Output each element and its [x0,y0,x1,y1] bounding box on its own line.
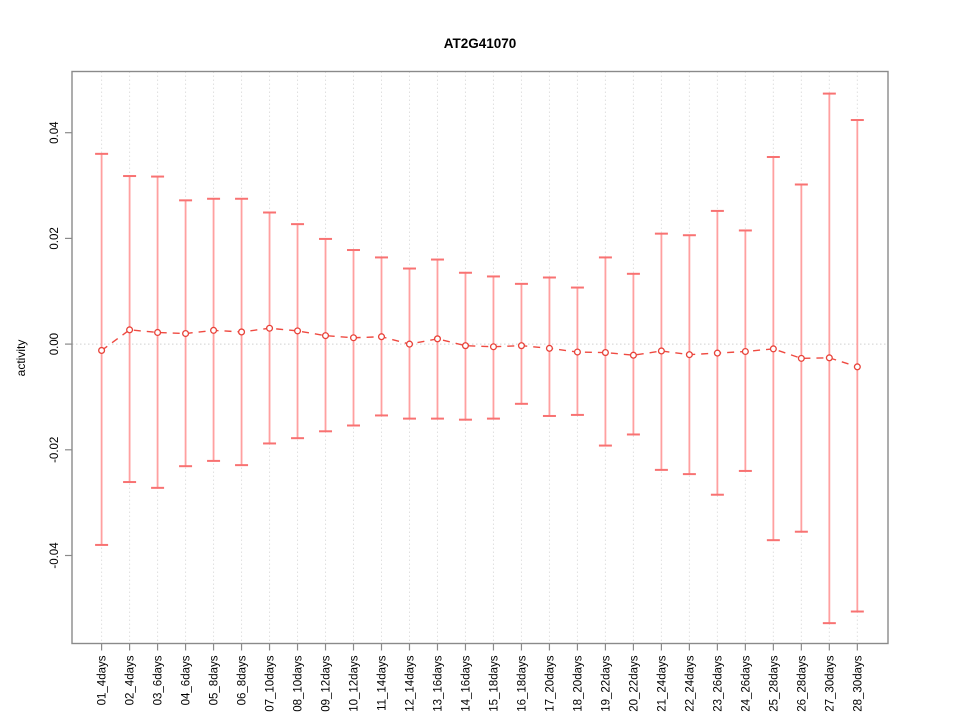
data-point [489,343,498,351]
x-tick-label: 11_14days [377,655,389,711]
x-tick-label: 25_28days [768,655,780,712]
x-tick-label: 22_24days [684,655,696,712]
x-tick-label: 23_26days [712,655,724,712]
data-point [126,326,134,334]
data-point [349,334,358,342]
data-point [825,354,833,362]
x-tick-label: 27_30days [824,655,836,712]
data-point [601,349,609,357]
x-tick-label: 24_26days [740,655,752,712]
data-point [853,363,861,371]
data-point [629,351,637,359]
data-point [713,349,721,357]
data-point [238,328,246,336]
x-tick-label: 01_4days [97,655,109,705]
x-tick-label: 08_10days [293,655,305,712]
y-axis: 0.04 0.02 0.00 -0.02 -0.04 [49,121,72,569]
data-point [265,324,274,332]
x-tick-label: 20_22days [628,655,640,712]
data-point [377,333,386,341]
x-tick-label: 17_20days [544,655,556,712]
error-bars [95,92,864,625]
data-points [98,324,861,371]
y-tick-label: -0.04 [49,542,61,569]
data-point [741,347,749,356]
x-tick-label: 16_18days [516,655,528,712]
x-tick-label: 09_12days [321,655,333,712]
x-tick-label: 19_22days [600,655,612,712]
x-tick-label: 28_30days [852,655,864,712]
data-point [405,340,414,348]
y-tick-label: -0.02 [49,437,61,463]
x-tick-label: 21_24days [656,655,668,712]
plot-area-border [71,70,889,645]
x-tick-label: 12_14days [404,655,416,712]
x-tick-label: 15_18days [488,655,500,712]
y-tick-label: 0.04 [49,121,61,144]
y-tick-label: 0.00 [49,333,61,355]
y-axis-label: activity [14,340,28,377]
data-line-group [101,327,858,368]
x-tick-label: 26_28days [796,655,808,712]
data-point [433,335,442,343]
chart-title: AT2G41070 [444,36,517,51]
x-axis: 01_4days 02_4days 03_6days 04_6days 05_8days… [97,643,864,712]
data-point [321,332,330,340]
data-point [797,354,805,362]
data-point [657,347,665,355]
data-point [573,348,581,356]
data-point [685,351,693,359]
data-point [545,344,553,352]
x-tick-label: 06_8days [237,655,249,705]
data-line [101,327,858,368]
gridlines [101,71,858,644]
x-tick-label: 07_10days [265,655,277,712]
data-point [98,346,106,354]
x-tick-label: 03_6days [153,655,165,705]
x-tick-label: 13_16days [432,655,444,712]
data-point [210,326,218,334]
data-point [517,342,525,350]
y-tick-label: 0.02 [49,227,61,249]
x-tick-label: 05_8days [209,655,221,705]
data-point [769,345,777,353]
data-point [154,328,162,337]
x-tick-label: 02_4days [125,655,137,705]
x-tick-label: 10_12days [349,655,361,712]
x-tick-label: 14_16days [460,655,472,712]
x-tick-label: 18_20days [572,655,584,712]
data-point [461,342,470,350]
data-point [182,329,190,338]
data-point [293,327,302,335]
x-tick-label: 04_6days [181,655,193,705]
